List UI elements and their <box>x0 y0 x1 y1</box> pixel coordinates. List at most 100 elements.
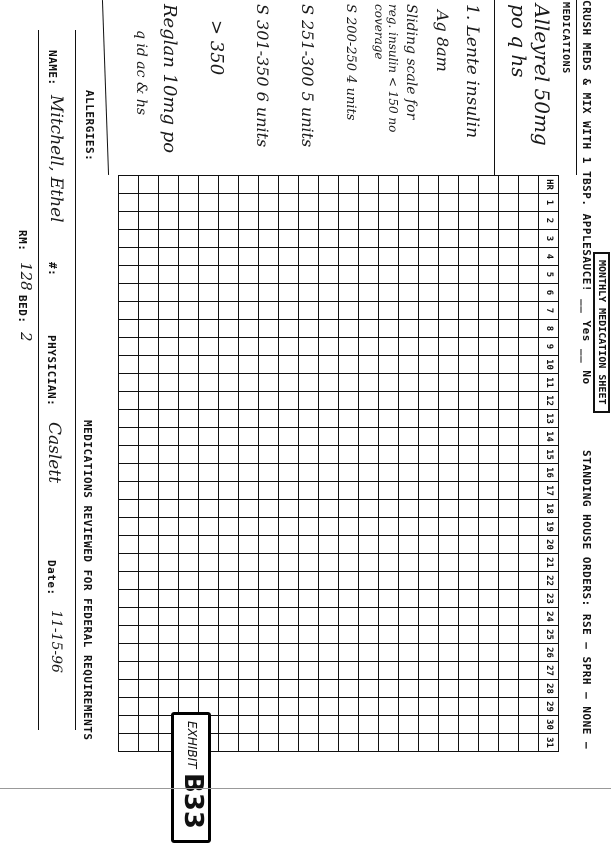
grid-cell <box>458 302 478 320</box>
grid-cell <box>318 608 338 626</box>
grid-cell <box>438 626 458 644</box>
day-header: 18 <box>538 500 558 518</box>
grid-cell <box>178 662 198 680</box>
grid-cell <box>398 734 418 752</box>
grid-cell <box>498 320 518 338</box>
grid-cell <box>338 464 358 482</box>
day-header: 8 <box>538 320 558 338</box>
grid-cell <box>498 338 518 356</box>
grid-cell <box>498 284 518 302</box>
grid-cell <box>278 734 298 752</box>
grid-cell <box>398 536 418 554</box>
grid-cell <box>438 572 458 590</box>
grid-cell <box>478 536 498 554</box>
grid-cell <box>198 410 218 428</box>
grid-cell <box>258 356 278 374</box>
grid-cell <box>138 536 158 554</box>
grid-cell <box>278 320 298 338</box>
row-rule <box>38 30 39 730</box>
grid-cell <box>518 644 538 662</box>
grid-cell <box>338 302 358 320</box>
grid-cell <box>178 374 198 392</box>
grid-cell <box>158 266 178 284</box>
grid-cell <box>498 626 518 644</box>
day-header: 6 <box>538 284 558 302</box>
grid-cell <box>398 428 418 446</box>
grid-cell <box>278 176 298 194</box>
grid-cell <box>438 392 458 410</box>
grid-cell <box>358 464 378 482</box>
grid-cell <box>378 428 398 446</box>
grid-cell <box>218 716 238 734</box>
physician-value: Caslett <box>44 422 64 484</box>
day-header: 30 <box>538 716 558 734</box>
day-header: 1 <box>538 194 558 212</box>
grid-cell <box>378 194 398 212</box>
grid-cell <box>138 464 158 482</box>
grid-cell <box>118 626 138 644</box>
grid-cell <box>158 554 178 572</box>
grid-cell <box>338 176 358 194</box>
grid-cell <box>118 230 138 248</box>
grid-cell <box>498 644 518 662</box>
grid-cell <box>438 716 458 734</box>
grid-cell <box>418 320 438 338</box>
grid-cell <box>158 302 178 320</box>
grid-cell <box>118 662 138 680</box>
grid-cell <box>458 338 478 356</box>
grid-cell <box>198 374 218 392</box>
grid-cell <box>518 446 538 464</box>
grid-cell <box>418 500 438 518</box>
grid-cell <box>318 446 338 464</box>
grid-cell <box>458 356 478 374</box>
grid-cell <box>378 374 398 392</box>
grid-cell <box>178 302 198 320</box>
grid-cell <box>258 212 278 230</box>
grid-cell <box>318 212 338 230</box>
grid-cell <box>398 320 418 338</box>
grid-cell <box>318 518 338 536</box>
grid-cell <box>258 572 278 590</box>
grid-cell <box>418 698 438 716</box>
grid-cell <box>298 338 318 356</box>
grid-cell <box>438 410 458 428</box>
grid-cell <box>138 608 158 626</box>
grid-cell <box>298 284 318 302</box>
grid-cell <box>498 248 518 266</box>
grid-cell <box>378 464 398 482</box>
grid-cell <box>418 230 438 248</box>
grid-cell <box>138 626 158 644</box>
day-header: 29 <box>538 698 558 716</box>
grid-cell <box>398 626 418 644</box>
day-header: 9 <box>538 338 558 356</box>
grid-cell <box>338 248 358 266</box>
grid-cell <box>438 356 458 374</box>
grid-cell <box>438 428 458 446</box>
grid-cell <box>158 500 178 518</box>
grid-cell <box>398 284 418 302</box>
grid-cell <box>118 266 138 284</box>
grid-cell <box>518 302 538 320</box>
grid-cell <box>498 392 518 410</box>
grid-cell <box>218 176 238 194</box>
grid-cell <box>238 230 258 248</box>
grid-cell <box>458 212 478 230</box>
grid-cell <box>298 464 318 482</box>
grid-cell <box>258 374 278 392</box>
grid-cell <box>138 716 158 734</box>
grid-cell <box>258 230 278 248</box>
grid-cell <box>138 266 158 284</box>
grid-cell <box>378 716 398 734</box>
grid-cell <box>138 194 158 212</box>
grid-cell <box>378 266 398 284</box>
grid-cell <box>358 482 378 500</box>
grid-cell <box>278 392 298 410</box>
grid-cell <box>138 230 158 248</box>
med-entry: Sliding scale for <box>403 4 419 120</box>
grid-cell <box>198 248 218 266</box>
grid-cell <box>398 230 418 248</box>
grid-cell <box>518 266 538 284</box>
grid-cell <box>418 392 438 410</box>
grid-cell <box>438 482 458 500</box>
